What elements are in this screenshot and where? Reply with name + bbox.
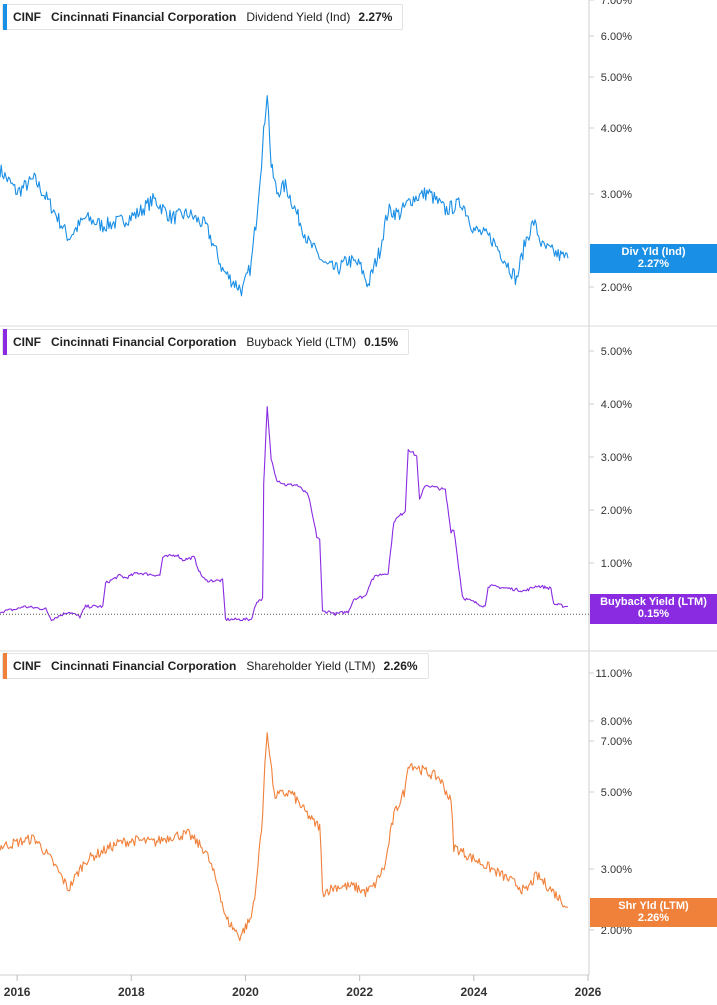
legend-value: 2.27% bbox=[358, 10, 393, 24]
tag-dividend-value: 2.27% bbox=[637, 258, 670, 270]
legend-company: Cincinnati Financial Corporation bbox=[51, 10, 237, 24]
y-tick-label: 4.00% bbox=[601, 399, 632, 411]
y-tick-label: 2.00% bbox=[601, 505, 632, 517]
x-tick-label: 2026 bbox=[575, 985, 602, 999]
legend-ticker: CINF bbox=[13, 335, 41, 349]
legend-company: Cincinnati Financial Corporation bbox=[51, 659, 237, 673]
legend-metric: Shareholder Yield (LTM) bbox=[246, 659, 376, 673]
y-tick-label: 6.00% bbox=[601, 31, 632, 43]
legend-color-dividend bbox=[3, 4, 7, 30]
series-line-buyback bbox=[0, 406, 569, 622]
legend-metric: Dividend Yield (Ind) bbox=[246, 10, 351, 24]
series-line-dividend bbox=[0, 95, 569, 297]
y-tick-label: 3.00% bbox=[601, 452, 632, 464]
legend-company: Cincinnati Financial Corporation bbox=[51, 335, 237, 349]
legend-value: 0.15% bbox=[364, 335, 399, 349]
tag-dividend-label: Div Yld (Ind) bbox=[621, 246, 686, 258]
y-tick-label: 1.00% bbox=[601, 558, 632, 570]
y-tick-label: 4.00% bbox=[601, 123, 632, 135]
x-tick-label: 2020 bbox=[232, 985, 259, 999]
tag-buyback-label: Buyback Yield (LTM) bbox=[600, 596, 707, 608]
y-tick-label: 8.00% bbox=[601, 716, 632, 728]
y-tick-label: 5.00% bbox=[601, 787, 632, 799]
legend-metric: Buyback Yield (LTM) bbox=[246, 335, 357, 349]
legend-ticker: CINF bbox=[13, 10, 41, 24]
legend-ticker: CINF bbox=[13, 659, 41, 673]
tag-buyback-value: 0.15% bbox=[637, 608, 670, 620]
y-tick-label: 2.00% bbox=[601, 925, 632, 937]
x-tick-label: 2018 bbox=[118, 985, 145, 999]
y-tick-label: 7.00% bbox=[601, 0, 632, 7]
legend-color-shareholder bbox=[3, 653, 7, 679]
x-tick-label: 2022 bbox=[346, 985, 373, 999]
legend-buyback[interactable]: CINF Cincinnati Financial Corporation Bu… bbox=[2, 329, 410, 355]
y-tick-label: 11.00% bbox=[596, 668, 633, 680]
y-tick-label: 7.00% bbox=[601, 736, 632, 748]
legend-value: 2.26% bbox=[383, 659, 418, 673]
tag-dividend: Div Yld (Ind) 2.27% bbox=[590, 244, 717, 273]
x-tick-label: 2016 bbox=[4, 985, 31, 999]
tag-shareholder-value: 2.26% bbox=[637, 912, 670, 924]
tag-buyback: Buyback Yield (LTM) 0.15% bbox=[590, 594, 717, 624]
tag-shareholder: Shr Yld (LTM) 2.26% bbox=[590, 898, 717, 927]
y-tick-label: 3.00% bbox=[601, 864, 632, 876]
tag-shareholder-label: Shr Yld (LTM) bbox=[618, 900, 689, 912]
y-tick-label: 5.00% bbox=[601, 72, 632, 84]
series-line-shareholder bbox=[0, 732, 569, 942]
legend-shareholder[interactable]: CINF Cincinnati Financial Corporation Sh… bbox=[2, 653, 429, 679]
y-tick-label: 2.00% bbox=[601, 282, 632, 294]
y-tick-label: 5.00% bbox=[601, 346, 632, 358]
legend-dividend[interactable]: CINF Cincinnati Financial Corporation Di… bbox=[2, 4, 404, 30]
legend-color-buyback bbox=[3, 329, 7, 355]
y-tick-label: 3.00% bbox=[601, 189, 632, 201]
x-tick-label: 2024 bbox=[460, 985, 487, 999]
